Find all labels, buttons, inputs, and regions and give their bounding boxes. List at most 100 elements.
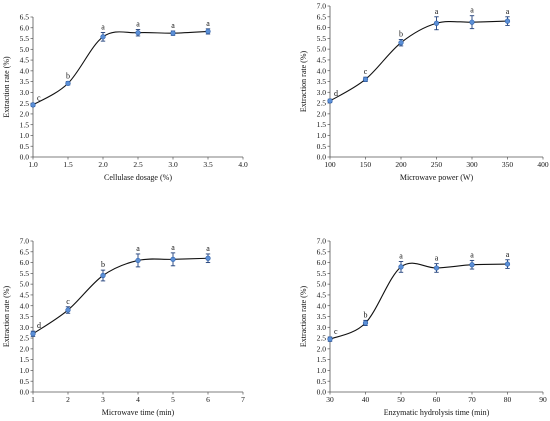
y-tick-label: 5.5 [317,269,327,278]
x-tick-label: 2 [66,395,70,404]
x-tick-label: 1 [31,395,35,404]
series-line [32,257,209,335]
y-axis-label: Extraction rate (%) [2,286,11,348]
y-tick-label: 5.0 [20,45,30,54]
data-point [170,256,176,262]
data-point [100,34,106,40]
y-tick-label: 1.0 [20,366,30,375]
x-tick-label: 7 [241,395,245,404]
y-tick-label: 1.5 [317,355,327,364]
y-tick-label: 0.0 [317,153,327,162]
y-tick-label: 6.0 [317,23,327,32]
x-tick-label: 50 [397,395,405,404]
significance-label: a [470,250,474,259]
y-tick-label: 0.5 [20,142,30,151]
x-tick-label: 300 [466,160,478,169]
significance-label: a [206,19,210,28]
data-point [469,19,475,25]
x-tick-label: 30 [326,395,334,404]
y-tick-label: 6.5 [317,12,327,21]
y-tick-label: 3.0 [20,323,30,332]
y-tick-label: 4.0 [20,66,30,75]
x-tick-label: 4.0 [238,160,248,169]
y-tick-label: 1.0 [317,366,327,375]
x-tick-label: 60 [433,395,441,404]
significance-label: a [136,244,140,253]
data-point [205,28,211,35]
y-tick-label: 4.0 [317,66,327,75]
y-tick-label: 6.0 [317,258,327,267]
significance-label: a [206,244,210,253]
data-point [30,102,36,108]
y-tick-label: 1.5 [20,355,30,364]
y-tick-label: 2.5 [20,99,30,108]
data-point [398,40,404,46]
data-point [504,18,511,24]
y-tick-label: 0.5 [317,377,327,386]
significance-label: c [66,297,70,306]
y-tick-label: 3.0 [20,88,30,97]
y-tick-label: 2.0 [317,344,327,353]
x-tick-label: 80 [504,395,512,404]
significance-label: d [37,321,41,330]
x-tick-label: 1.5 [63,160,73,169]
chart-panel-1: 0.00.51.01.52.02.53.03.54.04.55.05.56.06… [2,13,248,182]
data-point [205,255,211,261]
y-tick-label: 1.0 [20,131,30,140]
x-tick-label: 3.5 [203,160,213,169]
y-tick-label: 1.5 [20,120,30,129]
data-point [362,76,369,82]
data-point [469,262,475,268]
y-tick-label: 6.0 [20,258,30,267]
chart-panel-3: 0.0 0.5 1.0 1.5 2.02.5 3.0 3.5 4.04.5 5.0 5.5 6.0 6… [2,237,245,417]
y-tick-label: 6.5 [20,247,30,256]
y-axis-label: Extraction rate (%) [299,286,308,348]
significance-label: c [334,327,338,336]
data-point [433,20,440,26]
y-tick-label: 2.5 [317,99,327,108]
data-point [135,30,141,36]
y-axis-label: Extraction rate (%) [2,56,11,118]
significance-label: a [136,19,140,28]
x-tick-label: 70 [468,395,476,404]
significance-label: a [506,250,510,259]
x-tick-label: 1.0 [28,160,38,169]
y-tick-label: 6.0 [20,23,30,32]
significance-label: a [171,21,175,30]
y-tick-label: 3.5 [317,312,327,321]
significance-label: a [435,254,439,263]
y-tick-label: 5.0 [20,280,30,289]
x-tick-label: 2.0 [98,160,108,169]
y-tick-label: 2.0 [317,109,327,118]
data-point [362,320,369,326]
x-tick-label: 40 [362,395,370,404]
data-point [30,331,36,337]
y-tick-label: 4.0 [317,301,327,310]
y-tick-label: 6.5 [317,247,327,256]
data-point [170,30,176,36]
series-line [329,262,508,340]
significance-label: b [364,310,368,319]
chart-panel-2: 0.0 0.5 1.0 1.5 2.02.5 3.0 3.5 4.04.5 5.0 5.5 6.0 6… [299,2,549,182]
x-tick-label: 200 [395,160,407,169]
series-line [32,30,209,106]
y-tick-label: 4.5 [317,291,327,300]
data-point [327,98,333,104]
y-tick-label: 3.5 [20,312,30,321]
y-tick-label: 2.5 [20,334,30,343]
y-tick-label: 5.0 [317,45,327,54]
x-tick-label: 3 [101,395,105,404]
significance-label: b [399,29,403,38]
x-axis-label: Microwave time (min) [102,408,175,417]
x-tick-label: 4 [136,395,140,404]
significance-label: b [66,72,70,81]
significance-label: a [506,7,510,16]
y-tick-label: 4.0 [20,301,30,310]
significance-label: a [435,7,439,16]
significance-label: c [364,67,368,76]
y-tick-label: 0.0 [317,388,327,397]
significance-label: a [101,23,105,32]
y-tick-label: 4.5 [20,56,30,65]
x-tick-label: 100 [324,160,336,169]
y-tick-label: 2.0 [20,344,30,353]
